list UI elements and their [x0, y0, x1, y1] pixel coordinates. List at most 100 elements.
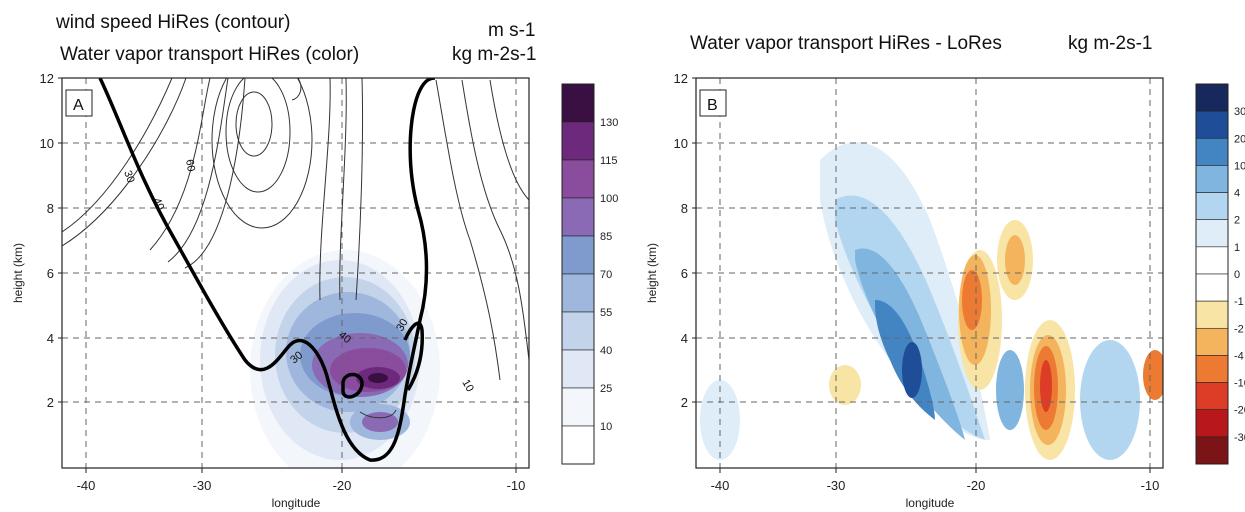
colorbar-tick-label: 0 — [1234, 269, 1240, 281]
panel-b-ytick-6: 6 — [681, 266, 688, 281]
colorbar-swatch — [1195, 165, 1229, 193]
colorbar-tick-label: 55 — [600, 307, 612, 319]
colorbar-tick-label: 100 — [600, 193, 618, 205]
panel-a-ytick-10: 10 — [40, 136, 54, 151]
colorbar-tick-label: -30 — [1234, 432, 1245, 444]
colorbar-swatch — [1195, 219, 1229, 248]
panel-a-ytick-6: 6 — [47, 266, 54, 281]
panel-a-ytick-12: 12 — [40, 71, 54, 86]
panel-a-colorbar: 130 115 100 85 70 55 40 25 10 — [561, 83, 618, 465]
panel-b-unit: kg m-2s-1 — [1068, 33, 1152, 55]
panel-b-ytick-10: 10 — [674, 136, 688, 151]
panel-a-xtick-m20: -20 — [333, 478, 352, 493]
panel-b-unit-text: kg m-2s-1 — [1068, 33, 1153, 54]
panel-a-xtick-m40: -40 — [77, 478, 96, 493]
panel-b-xtick-m10: -10 — [1141, 478, 1160, 493]
panel-b-xtick-m30: -30 — [827, 478, 846, 493]
colorbar-tick-label: 10 — [1234, 160, 1245, 172]
colorbar-tick-label: 25 — [600, 383, 612, 395]
colorbar-swatch — [561, 197, 595, 237]
panel-a: 30 40 60 40 30 30 10 A 2 4 6 8 10 12 -40 — [11, 71, 618, 510]
colorbar-frame — [1195, 83, 1229, 465]
panel-a-label: A — [73, 97, 84, 114]
panel-b-y-axis-label: height (km) — [645, 243, 659, 303]
colorbar-tick-label: 2 — [1234, 215, 1240, 227]
panel-a-unit-1-text: m s-1 — [488, 20, 536, 41]
panel-a-wind-contours — [62, 78, 529, 419]
colorbar-swatch — [1195, 192, 1229, 221]
panel-b-ytick-8: 8 — [681, 201, 688, 216]
colorbar-tick-label: 70 — [600, 269, 612, 281]
contour-label-60: 60 — [183, 158, 197, 172]
panel-b-difference-field — [700, 142, 1163, 460]
colorbar-tick-label: 30 — [1234, 106, 1245, 118]
panel-a-grid — [62, 78, 529, 468]
colorbar-swatch — [561, 425, 595, 465]
colorbar-swatch — [1195, 436, 1229, 465]
panel-b-ytick-4: 4 — [681, 331, 688, 346]
panel-b: B 2 4 6 8 10 12 -40 -30 -20 -10 longitud… — [645, 71, 1245, 510]
panel-a-xtick-m30: -30 — [193, 478, 212, 493]
panel-a-y-axis-label: height (km) — [11, 243, 25, 303]
colorbar-swatch — [1195, 327, 1229, 356]
colorbar-tick-label: -1 — [1234, 296, 1244, 308]
panel-a-unit-1: m s-1 — [488, 20, 536, 42]
panel-a-x-ticks — [85, 468, 517, 473]
panel-a-label-box — [65, 89, 93, 117]
colorbar-swatch — [561, 273, 595, 313]
colorbar-swatch — [1195, 409, 1229, 438]
colorbar-swatch — [1195, 83, 1229, 112]
colorbar-swatch — [561, 121, 595, 161]
panel-a-ytick-8: 8 — [47, 201, 54, 216]
panel-b-label-box — [699, 89, 727, 117]
colorbar-swatch — [561, 235, 595, 275]
panel-a-ytick-2: 2 — [47, 395, 54, 410]
colorbar-tick-label: -4 — [1234, 350, 1244, 362]
colorbar-swatch — [561, 387, 595, 427]
colorbar-tick-label: 40 — [600, 345, 612, 357]
colorbar-tick-label: 85 — [600, 231, 612, 243]
colorbar-swatch — [561, 349, 595, 389]
panel-a-x-axis-label: longitude — [272, 496, 321, 510]
colorbar-swatch — [561, 159, 595, 199]
colorbar-tick-label: 130 — [600, 117, 618, 129]
contour-label-30-a: 30 — [121, 169, 136, 185]
panel-b-grid — [696, 78, 1163, 468]
panel-a-ytick-4: 4 — [47, 331, 54, 346]
panel-b-ytick-2: 2 — [681, 395, 688, 410]
contour-label-30-c: 30 — [394, 317, 411, 334]
contour-label-10: 10 — [459, 378, 476, 395]
panel-a-y-ticks — [58, 77, 62, 403]
colorbar-swatch — [1195, 137, 1229, 166]
panel-b-ytick-12: 12 — [674, 71, 688, 86]
colorbar-tick-label: 4 — [1234, 188, 1240, 200]
panel-a-contour-labels: 30 40 60 40 30 30 10 — [121, 158, 476, 394]
panel-b-y-ticks — [692, 77, 696, 403]
colorbar-tick-label: -10 — [1234, 378, 1245, 390]
panel-b-xtick-m20: -20 — [967, 478, 986, 493]
panel-b-label: B — [707, 97, 718, 114]
colorbar-tick-label: 115 — [600, 155, 618, 167]
contour-label-40-a: 40 — [150, 196, 166, 212]
colorbar-swatch — [1195, 382, 1229, 411]
colorbar-swatch — [561, 311, 595, 351]
panel-a-30-contour — [98, 78, 436, 462]
colorbar-swatch — [1195, 110, 1229, 139]
panel-b-title: Water vapor transport HiRes - LoRes — [690, 33, 1002, 54]
panel-b-x-ticks — [719, 468, 1151, 473]
colorbar-swatch — [1195, 355, 1229, 383]
colorbar-tick-label: -20 — [1234, 405, 1245, 417]
panel-a-unit-2: kg m-2s-1 — [452, 44, 536, 66]
colorbar-tick-label: 20 — [1234, 133, 1245, 145]
colorbar-swatch — [1195, 300, 1229, 329]
colorbar-tick-label: 1 — [1234, 242, 1240, 254]
panel-a-unit-2-text: kg m-2s-1 — [452, 44, 537, 65]
panel-b-x-axis-label: longitude — [906, 496, 955, 510]
colorbar-tick-label: 10 — [600, 421, 612, 433]
panel-a-title-line-2: Water vapor transport HiRes (color) — [60, 44, 360, 65]
colorbar-swatch — [561, 83, 595, 123]
colorbar-frame — [561, 83, 595, 465]
colorbar-tick-label: -2 — [1234, 323, 1244, 335]
